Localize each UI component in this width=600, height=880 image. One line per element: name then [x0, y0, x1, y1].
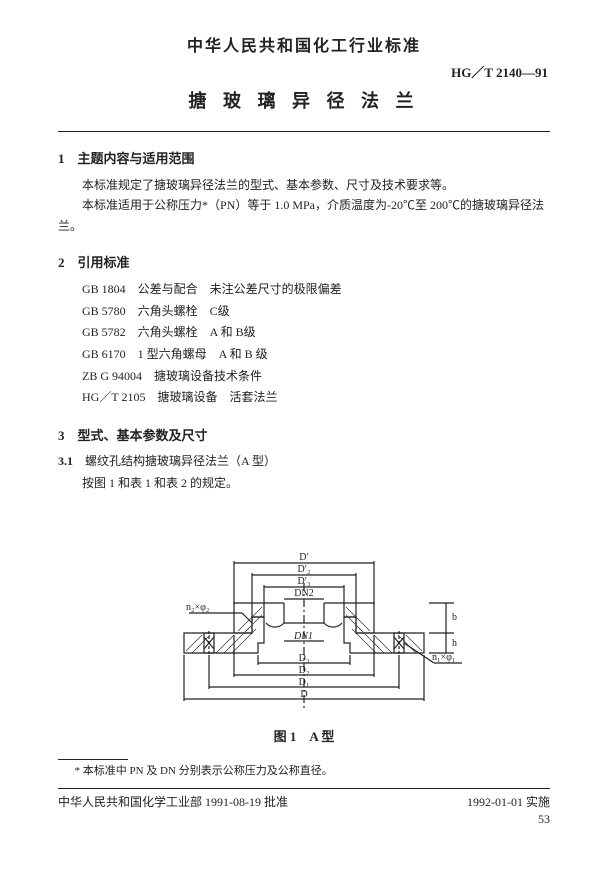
section-1-p2: 本标准适用于公称压力*（PN）等于 1.0 MPa，介质温度为-20℃至 200…	[58, 195, 550, 236]
footer-left: 中华人民共和国化学工业部 1991-08-19 批准	[58, 793, 288, 810]
svg-text:b: b	[452, 612, 457, 623]
reference-item: GB 6170 1 型六角螺母 A 和 B 级	[82, 344, 550, 366]
org-title: 中华人民共和国化工行业标准	[58, 32, 550, 56]
standard-code: HG／T 2140—91	[58, 62, 550, 81]
svg-text:D′₂: D′₂	[298, 564, 311, 575]
page-number: 53	[58, 812, 550, 827]
svg-text:D′₃: D′₃	[298, 576, 311, 587]
section-3-heading: 3 型式、基本参数及尺寸	[58, 425, 550, 444]
sub-3-1-body: 按图 1 和表 1 和表 2 的规定。	[58, 473, 550, 493]
footer: 中华人民共和国化学工业部 1991-08-19 批准 1992-01-01 实施	[58, 793, 550, 810]
svg-text:DN1: DN1	[293, 631, 313, 642]
svg-text:n₂×φ₂: n₂×φ₂	[186, 602, 209, 613]
svg-text:n₁×φ₁: n₁×φ₁	[432, 652, 455, 663]
section-1-heading: 1 主题内容与适用范围	[58, 148, 550, 167]
reference-item: GB 1804 公差与配合 未注公差尺寸的极限偏差	[82, 279, 550, 301]
reference-list: GB 1804 公差与配合 未注公差尺寸的极限偏差 GB 5780 六角头螺栓 …	[82, 279, 550, 409]
svg-text:D₁: D₁	[299, 677, 310, 688]
reference-item: ZB G 94004 搪玻璃设备技术条件	[82, 366, 550, 388]
flange-diagram-svg: D′ D′₂ D′₃ DN2 n₂×φ₂	[134, 523, 474, 713]
figure-1: D′ D′₂ D′₃ DN2 n₂×φ₂	[58, 523, 550, 745]
figure-caption: 图 1 A 型	[58, 726, 550, 745]
svg-text:D₃: D₃	[299, 653, 310, 664]
sub-3-1-num: 3.1	[58, 454, 73, 468]
reference-item: GB 5780 六角头螺栓 C级	[82, 301, 550, 323]
footnote-rule	[58, 759, 128, 760]
section-2-heading: 2 引用标准	[58, 252, 550, 271]
sub-3-1: 3.1 螺纹孔结构搪玻璃异径法兰（A 型）	[58, 452, 550, 469]
footer-rule	[58, 788, 550, 789]
svg-text:h: h	[452, 638, 457, 649]
footnote: * 本标准中 PN 及 DN 分别表示公称压力及公称直径。	[58, 762, 550, 778]
title-rule	[58, 131, 550, 132]
reference-item: HG／T 2105 搪玻璃设备 活套法兰	[82, 387, 550, 409]
section-1-p1: 本标准规定了搪玻璃异径法兰的型式、基本参数、尺寸及技术要求等。	[58, 175, 550, 195]
doc-title: 搪 玻 璃 异 径 法 兰	[58, 87, 550, 113]
sub-3-1-title: 螺纹孔结构搪玻璃异径法兰（A 型）	[85, 454, 276, 468]
svg-text:DN2: DN2	[294, 588, 313, 599]
footer-right: 1992-01-01 实施	[467, 793, 550, 810]
svg-text:D₂: D₂	[299, 665, 310, 676]
svg-text:D′: D′	[299, 552, 308, 563]
reference-item: GB 5782 六角头螺栓 A 和 B级	[82, 322, 550, 344]
svg-text:D: D	[300, 689, 307, 700]
